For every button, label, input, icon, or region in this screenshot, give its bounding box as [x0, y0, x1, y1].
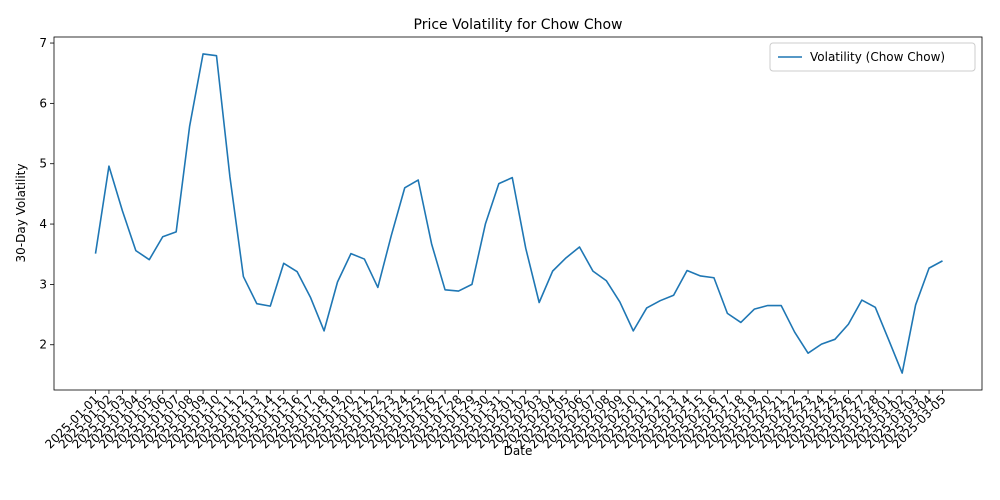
y-tick-label: 6: [39, 96, 47, 110]
chart-title: Price Volatility for Chow Chow: [414, 17, 623, 33]
legend-label: Volatility (Chow Chow): [810, 50, 945, 64]
y-tick-label: 3: [39, 277, 47, 291]
x-axis-label: Date: [504, 444, 533, 458]
y-axis: 2 3 4 5 6 7: [39, 36, 54, 352]
series-line: [94, 53, 943, 374]
y-tick-label: 4: [39, 217, 47, 231]
y-axis-label: 30-Day Volatility: [14, 164, 28, 263]
y-tick-label: 5: [39, 157, 47, 171]
x-axis: 2025-01-012025-01-022025-01-032025-01-04…: [42, 390, 949, 451]
y-tick-label: 2: [39, 338, 47, 352]
legend-box: [769, 42, 976, 72]
y-tick-label: 7: [39, 36, 47, 50]
legend: Volatility (Chow Chow): [769, 42, 976, 72]
series-layer: [94, 53, 943, 374]
plot-area: [53, 36, 983, 391]
